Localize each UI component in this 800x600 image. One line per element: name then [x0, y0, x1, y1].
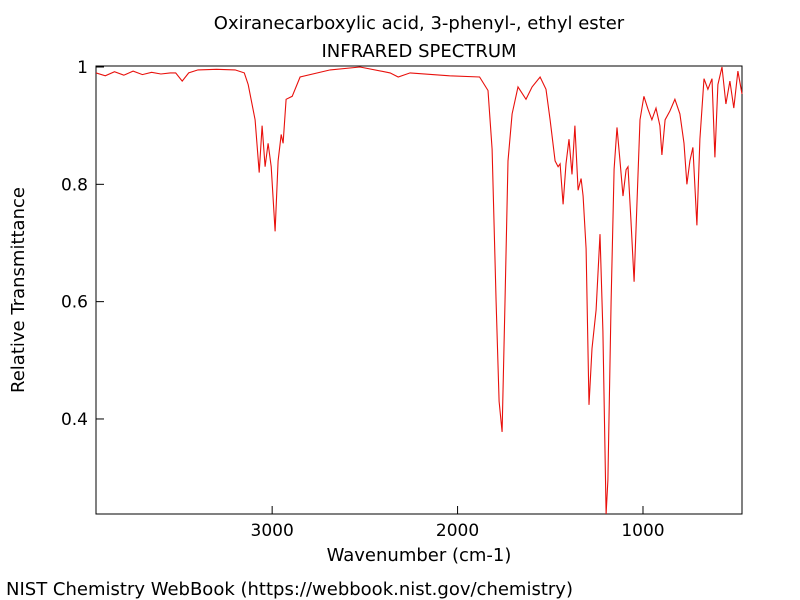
x-tick-label: 3000	[251, 521, 294, 541]
chart-title: Oxiranecarboxylic acid, 3-phenyl-, ethyl…	[214, 13, 625, 34]
plot-frame	[95, 65, 743, 515]
x-tick-label: 2000	[436, 521, 479, 541]
y-tick-label: 1	[77, 58, 88, 78]
y-tick-label: 0.8	[61, 175, 88, 195]
x-axis-label: Wavenumber (cm-1)	[327, 545, 512, 566]
x-tick-label: 1000	[621, 521, 664, 541]
y-tick-label: 0.6	[61, 293, 88, 313]
footer: NIST Chemistry WebBook (https://webbook.…	[6, 579, 573, 600]
y-axis-label: Relative Transmittance	[8, 187, 29, 393]
chart-subtitle: INFRARED SPECTRUM	[321, 41, 516, 62]
spectrum-line	[96, 66, 743, 515]
y-tick-label: 0.4	[61, 410, 88, 430]
